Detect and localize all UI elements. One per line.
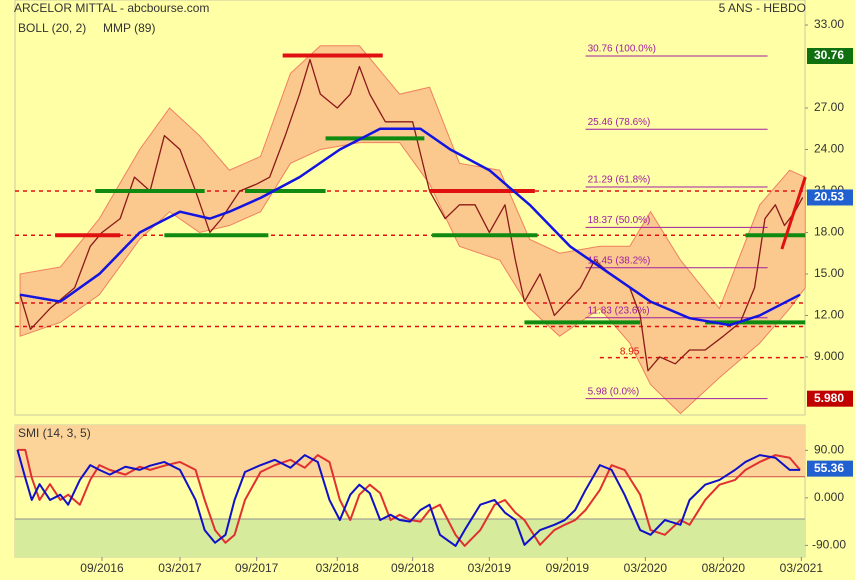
- smi-panel: 90.00 0.000 -90.00 55.36: [14, 424, 853, 558]
- fib-label: 21.29 (61.8%): [588, 175, 651, 186]
- y-tick-label: 0.000: [814, 490, 844, 504]
- oversold-zone: [15, 518, 805, 557]
- y-tick-label: 90.00: [814, 443, 844, 457]
- level-label: 8.95: [620, 346, 640, 357]
- y-tick-label: 18.00: [814, 225, 844, 239]
- panel-title: SMI (14, 3, 5): [18, 426, 91, 440]
- price-tag: [807, 460, 853, 477]
- y-tick-label: 12.00: [814, 308, 844, 322]
- fib-label: 30.76 (100.0%): [588, 44, 656, 55]
- x-tick-label: 08/2020: [702, 561, 746, 575]
- series-line: [19, 127, 801, 327]
- x-tick-label: 09/2017: [235, 561, 279, 575]
- y-tick-label: -90.00: [812, 538, 846, 552]
- x-tick-label: 09/2018: [391, 561, 435, 575]
- y-tick-label: 24.00: [814, 142, 844, 156]
- price-tag-label: 20.53: [814, 190, 844, 204]
- fib-label: 15.45 (38.2%): [588, 255, 651, 266]
- fib-label: 25.46 (78.6%): [588, 117, 651, 128]
- trend-line: [780, 176, 807, 250]
- legend-entry: MMP (89): [103, 21, 155, 35]
- x-tick-label: 03/2019: [468, 561, 512, 575]
- price-tag-label: 30.76: [814, 48, 844, 62]
- price-tag-label: 5.980: [814, 391, 844, 405]
- bollinger-band: [19, 45, 806, 415]
- legend-entry: BOLL (20, 2): [18, 21, 86, 35]
- x-tick-label: 09/2016: [80, 561, 124, 575]
- x-tick-label: 03/2017: [158, 561, 202, 575]
- x-tick-label: 03/2018: [316, 561, 360, 575]
- x-tick-label: 09/2019: [546, 561, 590, 575]
- chart-title: ARCELOR MITTAL - abcbourse.com: [14, 1, 209, 15]
- price-tag: [807, 189, 853, 206]
- price-tag-label: 55.36: [814, 461, 844, 475]
- chart-subtitle: 5 ANS - HEBDO: [719, 1, 806, 15]
- x-tick-label: 03/2021: [780, 561, 824, 575]
- price-panel: 33.0027.0024.0021.0018.0015.0012.009.000…: [14, 0, 853, 416]
- price-tag: [807, 390, 853, 407]
- series-line: [16, 449, 801, 547]
- fib-label: 5.98 (0.0%): [588, 386, 640, 397]
- y-tick-label: 9.000: [814, 349, 844, 363]
- price-tag: [807, 48, 853, 65]
- y-tick-label: 15.00: [814, 266, 844, 280]
- x-tick-label: 03/2020: [624, 561, 668, 575]
- y-tick-label: 27.00: [814, 100, 844, 114]
- fib-label: 18.37 (50.0%): [588, 215, 651, 226]
- y-tick-label: 33.00: [814, 17, 844, 31]
- series-line: [17, 448, 801, 547]
- fib-label: 11.83 (23.6%): [588, 305, 650, 316]
